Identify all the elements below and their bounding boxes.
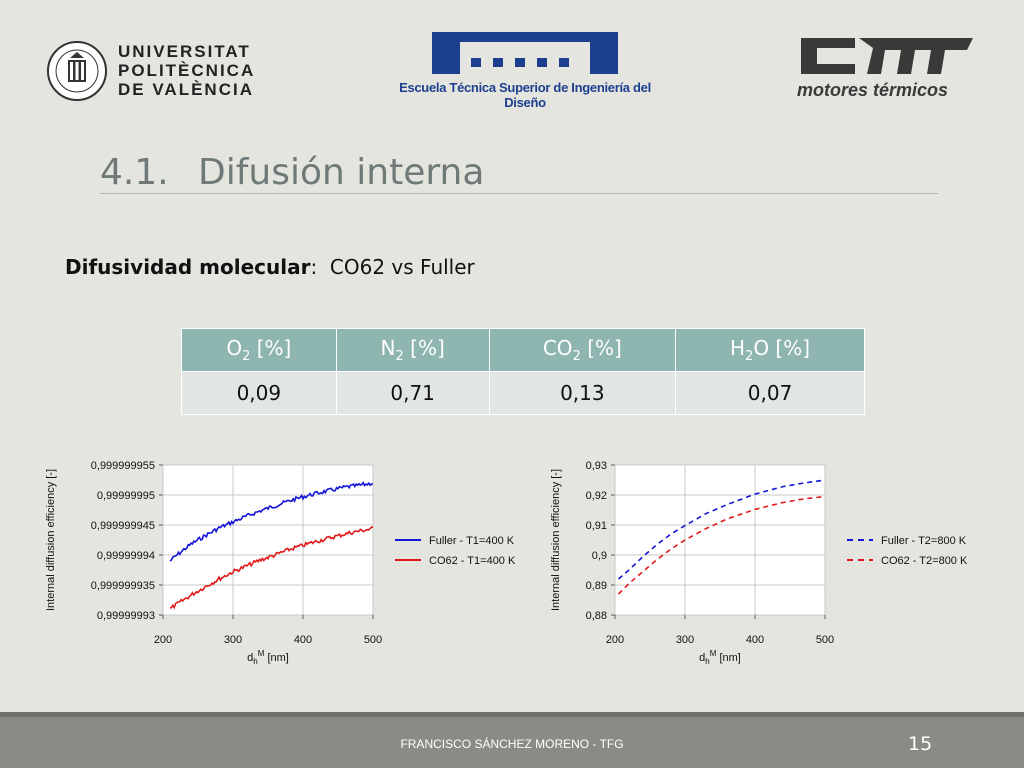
x-tick-label: 200 [606, 634, 624, 646]
legend-label: CO62 - T2=800 K [881, 555, 968, 567]
etsid-logo: Escuela Técnica Superior de Ingeniería d… [385, 30, 665, 110]
y-tick-label: 0,9 [592, 550, 607, 562]
footer [0, 712, 1024, 768]
upv-logo: UNIVERSITAT POLITÈCNICA DE VALÈNCIA [46, 40, 253, 104]
table-header-co2: CO2 [%] [488, 328, 677, 372]
x-axis-label: dhM [nm] [247, 649, 289, 666]
y-tick-label: 0,88 [586, 610, 607, 622]
upv-seal-icon [47, 41, 107, 101]
x-axis-label: dhM [nm] [699, 649, 741, 666]
footer-author: FRANCISCO SÁNCHEZ MORENO - TFG [400, 737, 624, 751]
y-axis-label: Internal diffusion efficiency [-] [45, 469, 57, 611]
table-cell-o2: 0,09 [181, 371, 337, 415]
x-tick-label: 400 [746, 634, 764, 646]
plot-area [614, 464, 826, 616]
table-row: 0,09 0,71 0,13 0,07 [181, 371, 865, 415]
y-tick-label: 0,99999993 [97, 610, 155, 622]
table-header-row: O2 [%] N2 [%] CO2 [%] H2O [%] [181, 328, 865, 372]
series-line-0 [169, 481, 374, 562]
y-tick-label: 0,91 [586, 520, 607, 532]
legend-label: Fuller - T1=400 K [429, 535, 515, 547]
series-line-1 [169, 526, 373, 610]
upv-wordmark: UNIVERSITAT POLITÈCNICA DE VALÈNCIA [118, 42, 256, 99]
page-number: 15 [908, 733, 933, 755]
section-number: 4.1. [100, 152, 169, 193]
y-tick-label: 0,999999955 [91, 460, 155, 472]
y-tick-label: 0,92 [586, 490, 607, 502]
composition-table: O2 [%] N2 [%] CO2 [%] H2O [%] 0,09 0,71 … [181, 328, 865, 415]
legend-label: Fuller - T2=800 K [881, 535, 967, 547]
y-tick-label: 0,89 [586, 580, 607, 592]
x-tick-label: 500 [816, 634, 834, 646]
series-line-1 [617, 495, 826, 595]
table-cell-co2: 0,13 [488, 371, 677, 415]
x-tick-label: 500 [364, 634, 382, 646]
table-header-o2: O2 [%] [181, 328, 337, 372]
cmt-caption: motores térmicos [797, 80, 949, 100]
efficiency-chart-t2: 0,88 0,89 0,9 0,91 0,92 0,93 200 300 400 500 Inter… [550, 460, 968, 666]
y-tick-label: 0,99999994 [97, 550, 155, 562]
x-tick-label: 200 [154, 634, 172, 646]
table-header-n2: N2 [%] [335, 328, 490, 372]
subtitle-rest: : CO62 vs Fuller [310, 255, 475, 279]
etsid-caption: Escuela Técnica Superior de Ingeniería d… [399, 80, 651, 110]
efficiency-chart-t1: 0,99999993 0,999999935 0,99999994 0,9999999… [45, 460, 516, 666]
cmt-logo: motores térmicos [795, 34, 980, 102]
subtitle: Difusividad molecular: CO62 vs Fuller [65, 255, 475, 279]
subtitle-bold: Difusividad molecular [65, 255, 311, 279]
section-title: Difusión interna [198, 152, 485, 193]
title-divider [100, 193, 938, 194]
legend-label: CO62 - T1=400 K [429, 555, 516, 567]
table-cell-n2: 0,71 [335, 371, 490, 415]
y-tick-label: 0,99999995 [97, 490, 155, 502]
x-tick-label: 300 [676, 634, 694, 646]
cmt-mark-icon [801, 38, 973, 74]
table-header-h2o: H2O [%] [675, 328, 865, 372]
y-axis-label: Internal diffusion efficiency [-] [550, 469, 562, 611]
y-tick-label: 0,93 [586, 460, 607, 472]
x-tick-label: 400 [294, 634, 312, 646]
slide-title: 4.1. Difusión interna [100, 152, 484, 193]
y-tick-label: 0,999999935 [91, 580, 155, 592]
etsid-building-icon [432, 32, 618, 74]
footer-bar [0, 712, 1024, 717]
table-cell-h2o: 0,07 [675, 371, 865, 415]
y-tick-label: 0,999999945 [91, 520, 155, 532]
x-tick-label: 300 [224, 634, 242, 646]
series-line-0 [617, 479, 826, 580]
